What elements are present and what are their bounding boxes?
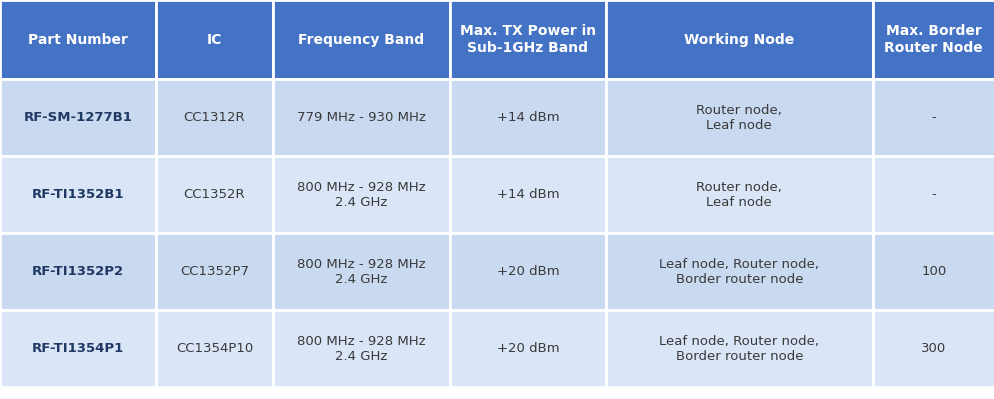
Ellipse shape: [140, 151, 245, 160]
Text: CC1312R: CC1312R: [184, 111, 245, 124]
Text: 800 MHz - 928 MHz
2.4 GHz: 800 MHz - 928 MHz 2.4 GHz: [296, 257, 425, 286]
Text: RF-TI1352P2: RF-TI1352P2: [32, 265, 124, 278]
FancyBboxPatch shape: [605, 233, 872, 310]
Text: Max. Border
Router Node: Max. Border Router Node: [884, 24, 982, 55]
Text: +14 dBm: +14 dBm: [496, 111, 559, 124]
Ellipse shape: [177, 130, 207, 174]
Text: CC1352P7: CC1352P7: [180, 265, 248, 278]
FancyBboxPatch shape: [605, 156, 872, 233]
Text: IC: IC: [207, 32, 222, 47]
Ellipse shape: [140, 143, 245, 152]
Text: Leaf node, Router node,
Border router node: Leaf node, Router node, Border router no…: [659, 257, 818, 286]
Text: Frequency Band: Frequency Band: [298, 32, 423, 47]
Text: Router node,
Leaf node: Router node, Leaf node: [696, 180, 781, 209]
FancyBboxPatch shape: [449, 156, 605, 233]
Circle shape: [130, 133, 214, 166]
Text: CC1354P10: CC1354P10: [176, 342, 252, 355]
FancyBboxPatch shape: [605, 310, 872, 387]
Text: Router node,
Leaf node: Router node, Leaf node: [696, 103, 781, 132]
Text: 800 MHz - 928 MHz
2.4 GHz: 800 MHz - 928 MHz 2.4 GHz: [296, 334, 425, 363]
Text: Leaf node, Router node,
Border router node: Leaf node, Router node, Border router no…: [659, 334, 818, 363]
Text: +14 dBm: +14 dBm: [496, 188, 559, 201]
Text: 800 MHz - 928 MHz
2.4 GHz: 800 MHz - 928 MHz 2.4 GHz: [296, 180, 425, 209]
Text: -: -: [930, 188, 935, 201]
FancyBboxPatch shape: [0, 79, 156, 156]
Circle shape: [692, 213, 775, 246]
Ellipse shape: [702, 231, 805, 240]
FancyBboxPatch shape: [605, 0, 872, 79]
FancyBboxPatch shape: [156, 79, 272, 156]
Text: Max. TX Power in
Sub-1GHz Band: Max. TX Power in Sub-1GHz Band: [459, 24, 595, 55]
FancyBboxPatch shape: [872, 233, 994, 310]
Ellipse shape: [739, 209, 768, 253]
FancyBboxPatch shape: [156, 233, 272, 310]
Text: -: -: [930, 111, 935, 124]
FancyBboxPatch shape: [872, 310, 994, 387]
FancyBboxPatch shape: [272, 79, 449, 156]
Text: Working Node: Working Node: [684, 32, 793, 47]
FancyBboxPatch shape: [872, 79, 994, 156]
Text: +20 dBm: +20 dBm: [496, 265, 559, 278]
FancyBboxPatch shape: [449, 79, 605, 156]
FancyBboxPatch shape: [272, 310, 449, 387]
FancyBboxPatch shape: [272, 233, 449, 310]
FancyBboxPatch shape: [449, 233, 605, 310]
Text: CC1352R: CC1352R: [184, 188, 245, 201]
Text: Part Number: Part Number: [28, 32, 128, 47]
Text: RF-TI1354P1: RF-TI1354P1: [32, 342, 124, 355]
Ellipse shape: [140, 147, 245, 156]
Text: RF-star: RF-star: [799, 246, 881, 281]
FancyBboxPatch shape: [272, 156, 449, 233]
Circle shape: [102, 129, 206, 170]
Text: +20 dBm: +20 dBm: [496, 342, 559, 355]
FancyBboxPatch shape: [872, 156, 994, 233]
Text: RF-TI1352B1: RF-TI1352B1: [32, 188, 124, 201]
Text: 300: 300: [920, 342, 945, 355]
FancyBboxPatch shape: [272, 0, 449, 79]
Text: RF-SM-1277B1: RF-SM-1277B1: [24, 111, 132, 124]
FancyBboxPatch shape: [449, 0, 605, 79]
FancyBboxPatch shape: [0, 156, 156, 233]
Text: 100: 100: [920, 265, 945, 278]
FancyBboxPatch shape: [605, 79, 872, 156]
FancyBboxPatch shape: [449, 310, 605, 387]
Ellipse shape: [702, 227, 805, 236]
FancyBboxPatch shape: [156, 0, 272, 79]
FancyBboxPatch shape: [872, 0, 994, 79]
FancyBboxPatch shape: [156, 156, 272, 233]
Circle shape: [664, 209, 767, 250]
Circle shape: [137, 130, 247, 174]
FancyBboxPatch shape: [0, 0, 156, 79]
FancyBboxPatch shape: [0, 310, 156, 387]
Ellipse shape: [702, 223, 805, 231]
FancyBboxPatch shape: [0, 233, 156, 310]
Text: 779 MHz - 930 MHz: 779 MHz - 930 MHz: [296, 111, 425, 124]
Text: RF-star: RF-star: [223, 170, 304, 205]
FancyBboxPatch shape: [156, 310, 272, 387]
Circle shape: [699, 209, 808, 253]
